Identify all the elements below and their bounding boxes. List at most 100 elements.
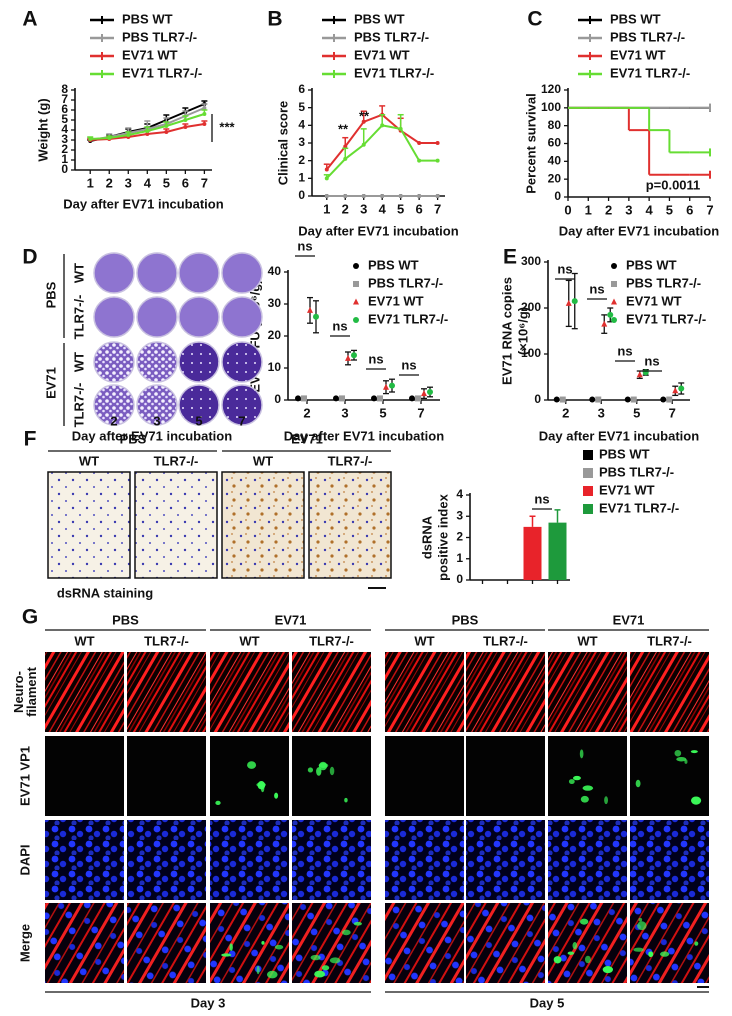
group-label: PBS: [43, 281, 58, 308]
data-point: [389, 382, 395, 389]
legend-label: PBS TLR7-/-: [626, 275, 701, 290]
micrograph: [385, 736, 464, 816]
row-label: WT: [71, 352, 86, 372]
y-tick-label: 5: [298, 100, 305, 114]
y-tick-label: 4: [61, 122, 68, 136]
annotation: ns: [617, 343, 632, 358]
y-tick-label: 6: [298, 82, 305, 96]
data-point: [295, 395, 301, 402]
data-point: [361, 142, 366, 147]
column-label: WT: [414, 633, 434, 648]
x-tick-label: 7: [434, 201, 441, 216]
data-point: [202, 122, 207, 126]
vp1-signal: [316, 767, 322, 776]
vp1-signal: [638, 917, 643, 922]
y-axis-label: (×10⁶/g): [515, 307, 530, 355]
vp1-signal: [261, 941, 265, 945]
y-tick-label: 4: [298, 118, 305, 132]
x-tick-label: 3: [625, 202, 632, 217]
micrograph: [45, 652, 124, 732]
vp1-signal: [674, 749, 682, 757]
x-tick-label: 5: [633, 405, 640, 420]
legend-label: PBS WT: [610, 11, 661, 26]
vp1-signal: [572, 775, 581, 781]
group-label: EV71: [291, 431, 323, 446]
vp1-signal: [274, 944, 284, 950]
x-tick-label: 6: [416, 201, 423, 216]
legend-label: EV71 WT: [599, 482, 655, 497]
data-point: [595, 396, 602, 403]
vp1-signal: [579, 749, 584, 759]
y-tick-label: 3: [298, 135, 305, 149]
legend-label: PBS TLR7-/-: [610, 29, 685, 44]
y-tick-label: 7: [61, 92, 68, 106]
data-point: [398, 126, 403, 131]
y-tick-label: 4: [456, 487, 463, 501]
y-tick-label: 1: [456, 551, 463, 565]
column-label: WT: [74, 633, 94, 648]
x-tick-label: 7: [706, 202, 713, 217]
y-tick-label: 80: [548, 118, 562, 132]
y-axis-label: Weight (g): [35, 98, 50, 161]
vp1-signal: [602, 966, 613, 974]
row-label: DAPI: [17, 844, 32, 875]
data-point: [324, 167, 329, 172]
group-label: EV71: [43, 367, 58, 399]
vp1-signal: [633, 947, 644, 952]
x-axis-label: Day after EV71 incubation: [63, 196, 223, 211]
y-tick-label: 2: [61, 142, 68, 156]
annotation: ns: [368, 351, 383, 366]
x-tick-label: 3: [598, 405, 605, 420]
panel-letter: A: [22, 8, 37, 31]
data-point: [345, 354, 351, 361]
data-point: [343, 156, 348, 161]
data-point: [339, 395, 345, 402]
micrograph: [466, 736, 545, 816]
x-tick-label: 4: [144, 175, 152, 190]
vp1-signal: [274, 792, 279, 799]
x-tick-label: 2: [562, 405, 569, 420]
micrograph: [385, 652, 464, 732]
column-label: WT: [253, 453, 273, 468]
data-point: [417, 158, 422, 163]
group-label: PBS: [452, 612, 479, 627]
column-label: TLR7-/-: [328, 453, 373, 468]
data-point: [307, 306, 313, 313]
micrograph: [45, 820, 124, 900]
legend-label: PBS WT: [599, 446, 650, 461]
micrograph: [127, 820, 206, 900]
data-point: [435, 194, 440, 198]
y-tick-label: 60: [548, 136, 562, 150]
x-tick-label: 2: [342, 201, 349, 216]
micrograph: [292, 652, 371, 732]
plaque-plate: [93, 341, 135, 383]
x-tick-label: 4: [646, 202, 654, 217]
row-label: TLR7-/-: [71, 383, 86, 428]
panel-letter: D: [22, 246, 37, 269]
group-label: PBS: [112, 612, 139, 627]
panel-letter: B: [267, 8, 282, 31]
y-tick-label: 100: [541, 100, 561, 114]
panel-letter: G: [22, 606, 38, 629]
x-tick-label: 4: [379, 201, 387, 216]
data-point: [565, 299, 572, 306]
plaque-plate: [136, 341, 178, 383]
data-point: [409, 395, 415, 402]
x-tick-label: 1: [323, 201, 330, 216]
legend-marker: [611, 281, 617, 287]
plaque-plate: [93, 296, 135, 338]
legend-label: EV71 TLR7-/-: [599, 500, 679, 515]
row-label: TLR7-/-: [71, 295, 86, 340]
legend-label: EV71 TLR7-/-: [626, 311, 706, 326]
x-tick-label: 6: [686, 202, 693, 217]
legend-marker: [611, 263, 617, 269]
plaque-plate: [178, 341, 220, 383]
column-label: TLR7-/-: [647, 633, 692, 648]
vp1-signal: [318, 761, 328, 771]
data-point: [361, 194, 366, 198]
legend-label: PBS WT: [626, 257, 677, 272]
day-label: Day 3: [191, 995, 226, 1010]
micrograph: [548, 652, 627, 732]
plaque-plate: [93, 384, 135, 426]
annotation: ns: [644, 353, 659, 368]
